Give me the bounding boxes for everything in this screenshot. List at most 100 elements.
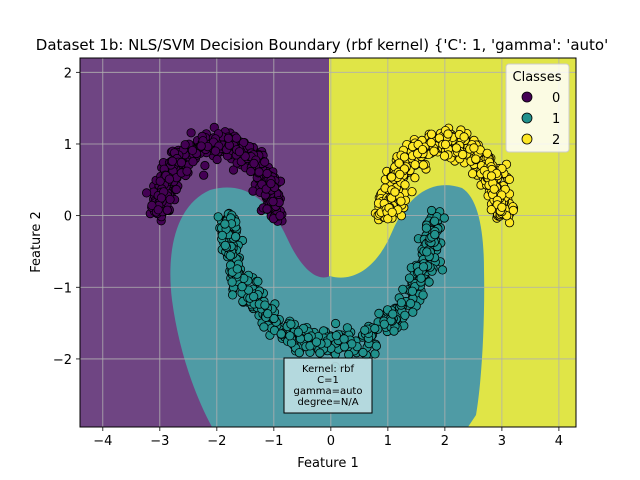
data-point-class-2 [410,173,420,183]
data-point-class-1 [389,326,399,336]
data-point-class-1 [400,310,410,320]
annotation-gamma: gamma=auto [294,386,363,397]
data-point-class-0 [239,138,249,148]
plot-frame [79,57,577,428]
scatter-points [142,122,519,372]
y-axis-ticks: 2 1 0 −1 −2 [53,66,80,368]
data-point-class-0 [165,194,175,204]
data-point-class-1 [426,205,437,216]
data-point-class-1 [227,277,237,287]
data-point-class-2 [400,180,410,190]
x-axis-label: Feature 1 [297,456,359,471]
legend-label-0: 0 [552,91,560,106]
data-point-class-2 [486,205,496,215]
x-tick-label: 2 [441,434,449,449]
data-point-class-0 [176,158,186,168]
data-point-class-0 [266,179,276,189]
data-point-class-0 [171,184,181,195]
data-point-class-1 [237,282,247,292]
data-point-class-1 [439,213,449,223]
data-point-class-1 [232,264,242,274]
data-point-class-1 [370,323,380,334]
data-point-class-1 [339,334,349,344]
data-point-class-1 [217,230,227,240]
data-point-class-2 [386,172,397,182]
data-point-class-1 [330,318,341,329]
data-point-class-0 [153,205,163,215]
annotation-degree: degree=N/A [297,397,358,408]
chart-title: Dataset 1b: NLS/SVM Decision Boundary (r… [36,36,608,54]
x-tick-label: −2 [207,434,226,449]
data-point-class-0 [209,122,219,133]
data-point-class-2 [451,143,461,153]
data-point-class-2 [471,154,481,164]
data-point-class-1 [379,319,389,329]
data-point-class-1 [404,273,415,283]
data-point-class-1 [249,291,259,302]
legend: Classes 0 1 2 [505,63,570,153]
data-point-class-2 [497,202,507,212]
data-point-class-0 [262,204,272,214]
data-point-class-1 [358,347,368,358]
data-point-class-1 [342,323,352,333]
data-point-class-2 [489,184,499,194]
data-point-class-1 [396,298,406,308]
legend-marker-0 [521,91,533,103]
data-point-class-0 [199,170,209,180]
data-point-class-1 [260,300,270,310]
data-point-class-1 [276,329,286,339]
data-point-class-2 [504,174,514,184]
params-annotation: Kernel: rbf C=1 gamma=auto degree=N/A [283,357,373,414]
y-tick-label: 0 [64,210,72,225]
data-point-class-0 [162,205,172,215]
data-point-class-2 [458,150,468,160]
data-point-class-2 [439,151,450,161]
data-point-class-1 [429,216,440,226]
data-point-class-1 [388,309,398,319]
data-point-class-2 [394,158,404,168]
data-point-class-2 [429,146,439,156]
data-point-class-1 [220,240,230,250]
annotation-c: C=1 [317,375,339,386]
data-point-class-0 [182,166,192,176]
data-point-class-1 [259,322,269,332]
data-point-class-0 [268,197,278,207]
data-point-class-2 [407,187,417,197]
data-point-class-2 [390,187,400,197]
data-point-class-1 [422,247,432,257]
data-point-class-1 [311,337,322,347]
legend-label-2: 2 [552,133,560,148]
annotation-box [283,357,373,414]
data-point-class-2 [418,160,428,170]
region-class-1 [170,185,485,427]
data-point-class-1 [213,212,223,222]
data-point-class-2 [383,214,393,224]
x-tick-label: 3 [498,434,506,449]
legend-title: Classes [513,70,562,85]
data-point-class-0 [200,160,210,171]
x-tick-label: −3 [150,434,169,449]
data-point-class-1 [253,276,263,286]
data-point-class-0 [249,158,259,168]
data-point-class-1 [285,331,295,341]
data-point-class-1 [408,307,418,317]
y-tick-label: −2 [53,353,72,368]
data-point-class-0 [254,167,264,177]
data-point-class-2 [482,148,492,158]
data-point-class-1 [225,251,235,261]
data-point-class-1 [405,298,416,308]
data-point-class-2 [508,205,518,215]
data-point-class-2 [387,207,397,217]
data-point-class-1 [228,290,238,300]
data-point-class-1 [231,232,241,242]
data-point-class-1 [374,308,384,318]
legend-box [505,63,570,153]
data-point-class-0 [196,141,206,151]
y-tick-label: 2 [64,66,72,81]
data-point-class-2 [410,160,420,170]
data-point-class-1 [371,341,381,351]
data-point-class-0 [142,188,152,198]
data-point-class-1 [430,230,440,240]
data-point-class-2 [469,143,479,153]
